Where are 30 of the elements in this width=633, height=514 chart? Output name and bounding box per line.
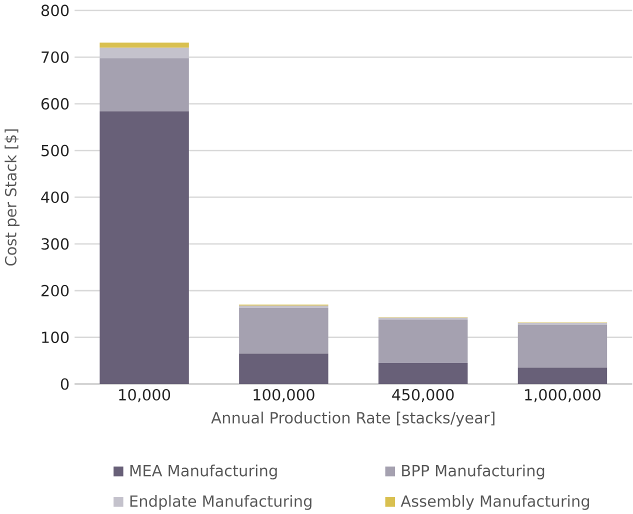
y-tick-label: 600 bbox=[41, 98, 69, 110]
y-tick-label: 800 bbox=[41, 4, 69, 16]
legend-label: Assembly Manufacturing bbox=[400, 494, 590, 510]
bar bbox=[239, 305, 328, 308]
y-tick-label: 300 bbox=[42, 238, 69, 250]
bar bbox=[518, 324, 608, 368]
y-tick-label: 700 bbox=[42, 51, 69, 63]
bar bbox=[100, 111, 189, 384]
y-tick-label: 400 bbox=[41, 191, 69, 203]
bar bbox=[239, 353, 328, 384]
x-axis-title: Annual Production Rate [stacks/year] bbox=[211, 411, 494, 426]
bar bbox=[100, 42, 189, 48]
bar bbox=[378, 362, 468, 384]
bar bbox=[239, 308, 328, 354]
y-tick-label: 200 bbox=[42, 284, 69, 296]
bar bbox=[100, 48, 189, 58]
x-tick-label: 1,000,000 bbox=[525, 388, 600, 402]
legend-label: MEA Manufacturing bbox=[130, 464, 277, 480]
legend-label: BPP Manufacturing bbox=[402, 464, 544, 480]
y-tick-label: 500 bbox=[42, 144, 69, 156]
x-tick-label: 450,000 bbox=[392, 388, 454, 402]
y-axis-title: Cost per Stack [$] bbox=[4, 129, 20, 266]
legend-label: Endplate Manufacturing bbox=[130, 494, 312, 510]
x-tick-label: 10,000 bbox=[119, 388, 170, 402]
y-tick-label: 100 bbox=[42, 331, 69, 343]
bar bbox=[100, 58, 189, 112]
bar bbox=[518, 367, 608, 384]
y-tick-label: 0 bbox=[60, 378, 69, 390]
bar bbox=[378, 319, 468, 363]
x-tick-label: 100,000 bbox=[254, 388, 314, 402]
